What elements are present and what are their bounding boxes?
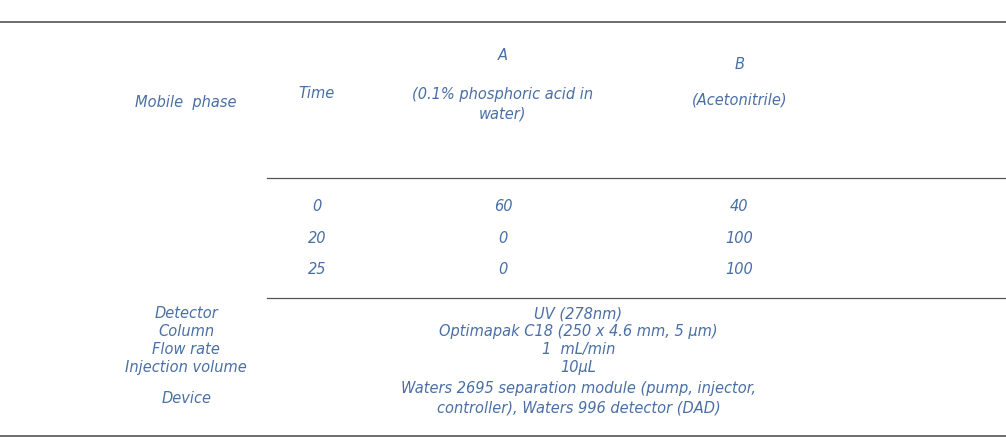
Text: 0: 0	[312, 199, 322, 214]
Text: Injection volume: Injection volume	[125, 360, 247, 375]
Text: UV (278nm): UV (278nm)	[534, 306, 623, 321]
Text: 0: 0	[498, 262, 508, 277]
Text: 0: 0	[498, 231, 508, 246]
Text: (Acetonitrile): (Acetonitrile)	[691, 93, 788, 108]
Text: (0.1% phosphoric acid in
water): (0.1% phosphoric acid in water)	[412, 87, 594, 122]
Text: 25: 25	[308, 262, 326, 277]
Text: 100: 100	[725, 231, 753, 246]
Text: Mobile  phase: Mobile phase	[136, 95, 236, 110]
Text: Detector: Detector	[154, 306, 218, 321]
Text: 1  mL/min: 1 mL/min	[542, 342, 615, 357]
Text: Optimapak C18 (250 x 4.6 mm, 5 μm): Optimapak C18 (250 x 4.6 mm, 5 μm)	[440, 324, 717, 339]
Text: Flow rate: Flow rate	[152, 342, 220, 357]
Text: Time: Time	[299, 86, 335, 101]
Text: 20: 20	[308, 231, 326, 246]
Text: 100: 100	[725, 262, 753, 277]
Text: A: A	[498, 48, 508, 63]
Text: Column: Column	[158, 324, 214, 339]
Text: Waters 2695 separation module (pump, injector,
controller), Waters 996 detector : Waters 2695 separation module (pump, inj…	[401, 381, 756, 416]
Text: Device: Device	[161, 391, 211, 406]
Text: B: B	[734, 57, 744, 72]
Text: 10μL: 10μL	[560, 360, 597, 375]
Text: 60: 60	[494, 199, 512, 214]
Text: 40: 40	[730, 199, 748, 214]
